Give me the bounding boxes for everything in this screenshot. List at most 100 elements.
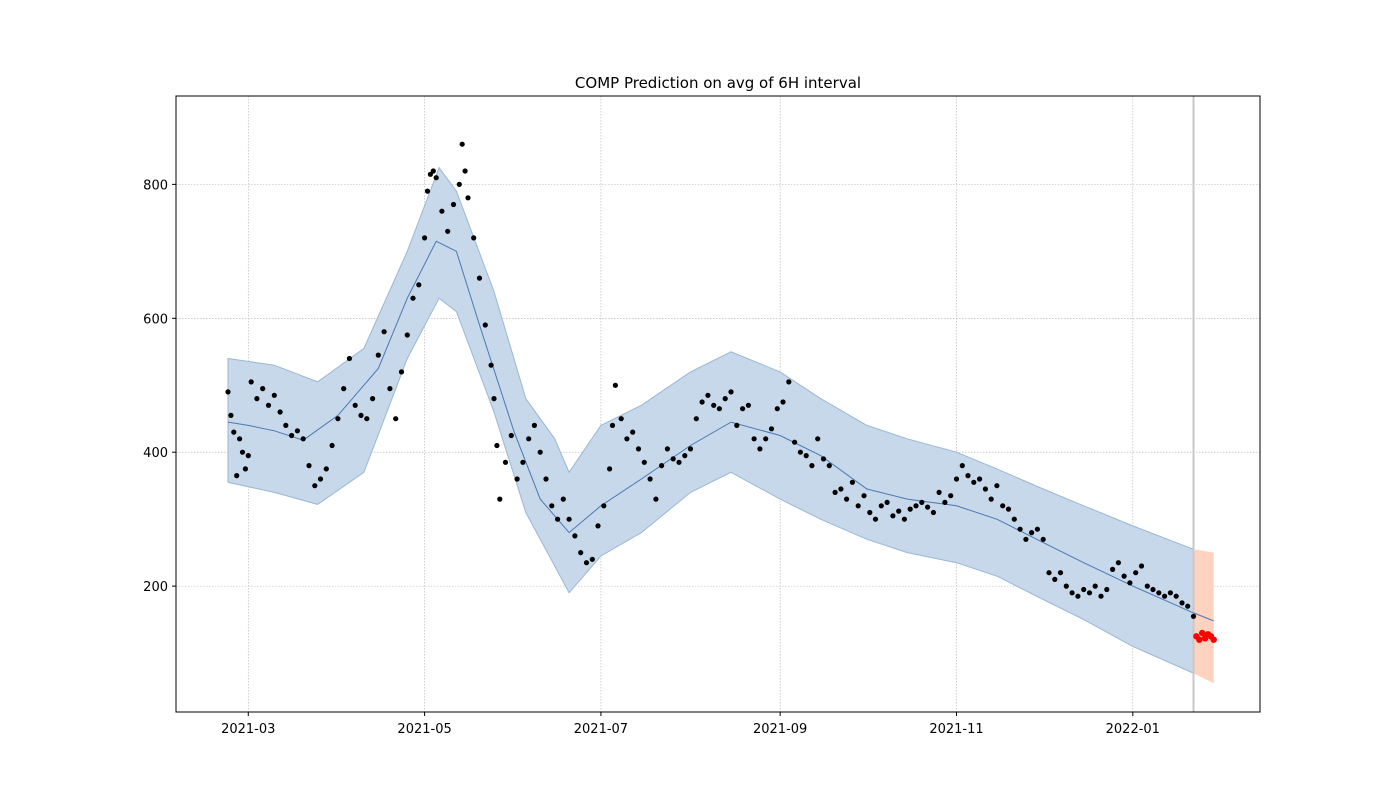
actual-point [1156,590,1162,596]
actual-point [896,508,902,514]
actual-point [792,439,798,445]
chart-title: COMP Prediction on avg of 6H interval [575,74,861,92]
actual-point [306,463,312,469]
actual-point [352,402,358,408]
actual-point [664,446,671,452]
actual-point [1150,586,1156,593]
actual-point [612,382,619,388]
actual-point [988,496,994,502]
actual-point [861,493,867,499]
actual-point [768,426,775,432]
actual-point [687,446,694,452]
actual-point [693,416,699,422]
actual-point [982,486,989,492]
actual-point [699,399,705,405]
actual-point [635,446,642,452]
actual-point [445,228,451,234]
actual-point [265,402,272,408]
actual-point [948,493,954,499]
actual-point [289,432,295,439]
actual-point [566,516,572,522]
actual-point [364,416,370,422]
actual-point [1185,603,1191,609]
actual-point [358,412,364,418]
actual-point [1086,590,1093,596]
y-tick-label: 600 [143,312,168,327]
actual-point [424,188,431,194]
uncertainty-band [227,166,1194,674]
actual-point [393,416,399,422]
actual-point [734,422,740,428]
forecast-point [1199,629,1206,637]
actual-point [283,422,289,428]
actual-point [555,516,561,522]
actual-point [722,396,728,402]
actual-point [838,486,844,492]
actual-point [1179,600,1185,606]
actual-point [780,399,786,405]
actual-point [971,479,977,485]
actual-point [1057,570,1064,576]
actual-point [1040,536,1046,542]
x-tick-label: 2022-01 [1106,722,1160,737]
actual-point [1092,583,1098,589]
x-tick-label: 2021-09 [753,722,807,737]
actual-point [925,504,931,510]
actual-point [237,436,243,442]
actual-point [901,516,908,522]
actual-point [329,442,335,449]
actual-point [1133,570,1139,576]
actual-point [375,352,381,358]
actual-point [341,386,347,392]
actual-point [465,195,471,201]
actual-point [456,181,462,187]
actual-point [1075,593,1081,599]
actual-point [549,503,555,509]
actual-point [659,463,665,469]
actual-point [1011,516,1017,522]
actual-point [430,168,436,174]
actual-point [844,496,850,502]
y-tick-label: 800 [143,178,168,193]
actual-point [439,208,445,214]
actual-point [959,463,965,469]
actual-point [508,432,514,439]
actual-point [242,466,248,472]
actual-point [578,550,584,556]
actual-point [832,489,838,495]
actual-point [884,499,890,505]
actual-point [1023,536,1029,542]
actual-point [630,429,636,435]
actual-point [1029,530,1035,536]
actual-point [526,436,532,442]
actual-point [670,456,676,462]
actual-point [1034,526,1040,532]
actual-point [965,473,971,479]
y-tick-label: 400 [143,446,168,461]
actual-point [1121,573,1127,579]
actual-point [491,396,497,402]
actual-point [404,332,410,338]
actual-point [890,513,896,519]
actual-point [878,503,884,509]
forecast-band [1193,549,1214,684]
actual-point [1127,580,1133,586]
actual-point [867,509,873,516]
actual-point [763,436,769,442]
actual-point [520,459,526,465]
actual-point [482,322,488,328]
actual-point [751,436,757,442]
actual-point [300,436,306,442]
actual-point [312,483,318,489]
actual-point [1115,560,1121,566]
actual-point [494,442,500,449]
axis-ticks: 2021-03 2021-05 2021-07 2021-09 2021-11 2022-… [143,178,1160,737]
actual-point [1110,566,1116,573]
actual-point [1144,583,1150,589]
x-tick-label: 2021-07 [574,722,628,737]
actual-point [653,496,659,502]
actual-point [1167,590,1173,596]
actual-point [381,329,387,335]
actual-point [239,449,246,455]
actual-point [936,489,942,495]
